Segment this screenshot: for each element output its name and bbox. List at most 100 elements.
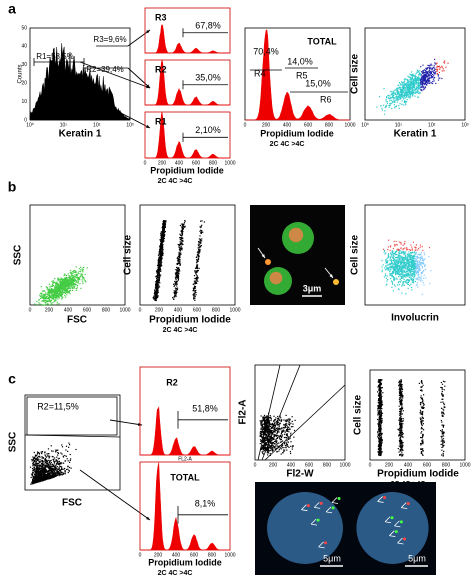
point (60, 291, 62, 293)
point (395, 274, 397, 276)
point (54, 300, 56, 302)
point (417, 78, 419, 80)
point (199, 251, 201, 253)
point (177, 260, 179, 262)
point (406, 86, 408, 88)
point (426, 68, 428, 70)
point (405, 280, 407, 282)
point (182, 228, 184, 230)
point (157, 280, 159, 282)
point (399, 257, 401, 259)
point (389, 263, 391, 265)
point (408, 266, 410, 268)
point (62, 455, 64, 457)
point (386, 102, 388, 104)
point (55, 299, 57, 301)
point (69, 269, 72, 272)
point (412, 265, 414, 267)
point (395, 105, 398, 107)
point (194, 292, 196, 294)
point (386, 104, 388, 106)
point (161, 246, 163, 248)
point (80, 287, 82, 289)
point (74, 274, 76, 276)
point (50, 291, 52, 293)
point (52, 473, 54, 475)
point (57, 284, 59, 286)
point (389, 274, 391, 276)
point (55, 282, 57, 284)
point (160, 264, 162, 266)
point (392, 95, 394, 97)
point (65, 455, 67, 457)
point (64, 454, 66, 457)
point (74, 280, 76, 282)
point (65, 449, 67, 451)
point (433, 70, 435, 72)
point (417, 70, 419, 72)
point (401, 272, 403, 274)
point (156, 282, 159, 285)
point (72, 289, 74, 291)
point (156, 264, 159, 266)
point (420, 71, 423, 73)
point (36, 471, 39, 473)
point (70, 458, 72, 460)
point (74, 283, 76, 285)
point (45, 292, 47, 294)
point (162, 246, 164, 248)
point (432, 80, 434, 83)
point (59, 291, 61, 293)
point (417, 286, 419, 288)
point (196, 261, 198, 263)
point (177, 275, 180, 277)
y-tick-label: 30 (21, 62, 27, 68)
point (402, 252, 404, 254)
point (38, 470, 40, 473)
point (414, 82, 416, 84)
point (403, 260, 405, 262)
point (421, 257, 423, 259)
point (66, 281, 68, 284)
point (35, 460, 37, 462)
point (200, 242, 202, 244)
point (416, 89, 418, 91)
point (405, 255, 407, 257)
point (61, 298, 63, 300)
point (404, 247, 406, 249)
point (157, 261, 160, 263)
point (75, 276, 77, 278)
point (420, 280, 422, 282)
point (43, 296, 45, 298)
point (420, 277, 422, 279)
gate-line (127, 67, 151, 89)
point (417, 82, 419, 84)
point (61, 286, 64, 288)
point (410, 254, 412, 256)
point (419, 77, 421, 80)
point (408, 269, 410, 271)
point (42, 468, 44, 470)
point (159, 249, 161, 251)
point (401, 270, 403, 272)
point (77, 279, 79, 281)
point (402, 92, 404, 94)
point (158, 253, 160, 255)
point (403, 85, 405, 87)
point (404, 253, 406, 255)
point (430, 63, 432, 65)
label: Involucrin (391, 313, 439, 324)
point (423, 274, 425, 276)
point (399, 275, 401, 277)
point (155, 287, 158, 289)
point (181, 244, 183, 246)
point (384, 273, 387, 275)
point (407, 88, 409, 90)
point (422, 261, 424, 263)
point (47, 295, 49, 297)
point (164, 230, 166, 233)
point (195, 256, 197, 259)
point (48, 293, 50, 295)
point (48, 291, 50, 294)
point (67, 273, 69, 275)
